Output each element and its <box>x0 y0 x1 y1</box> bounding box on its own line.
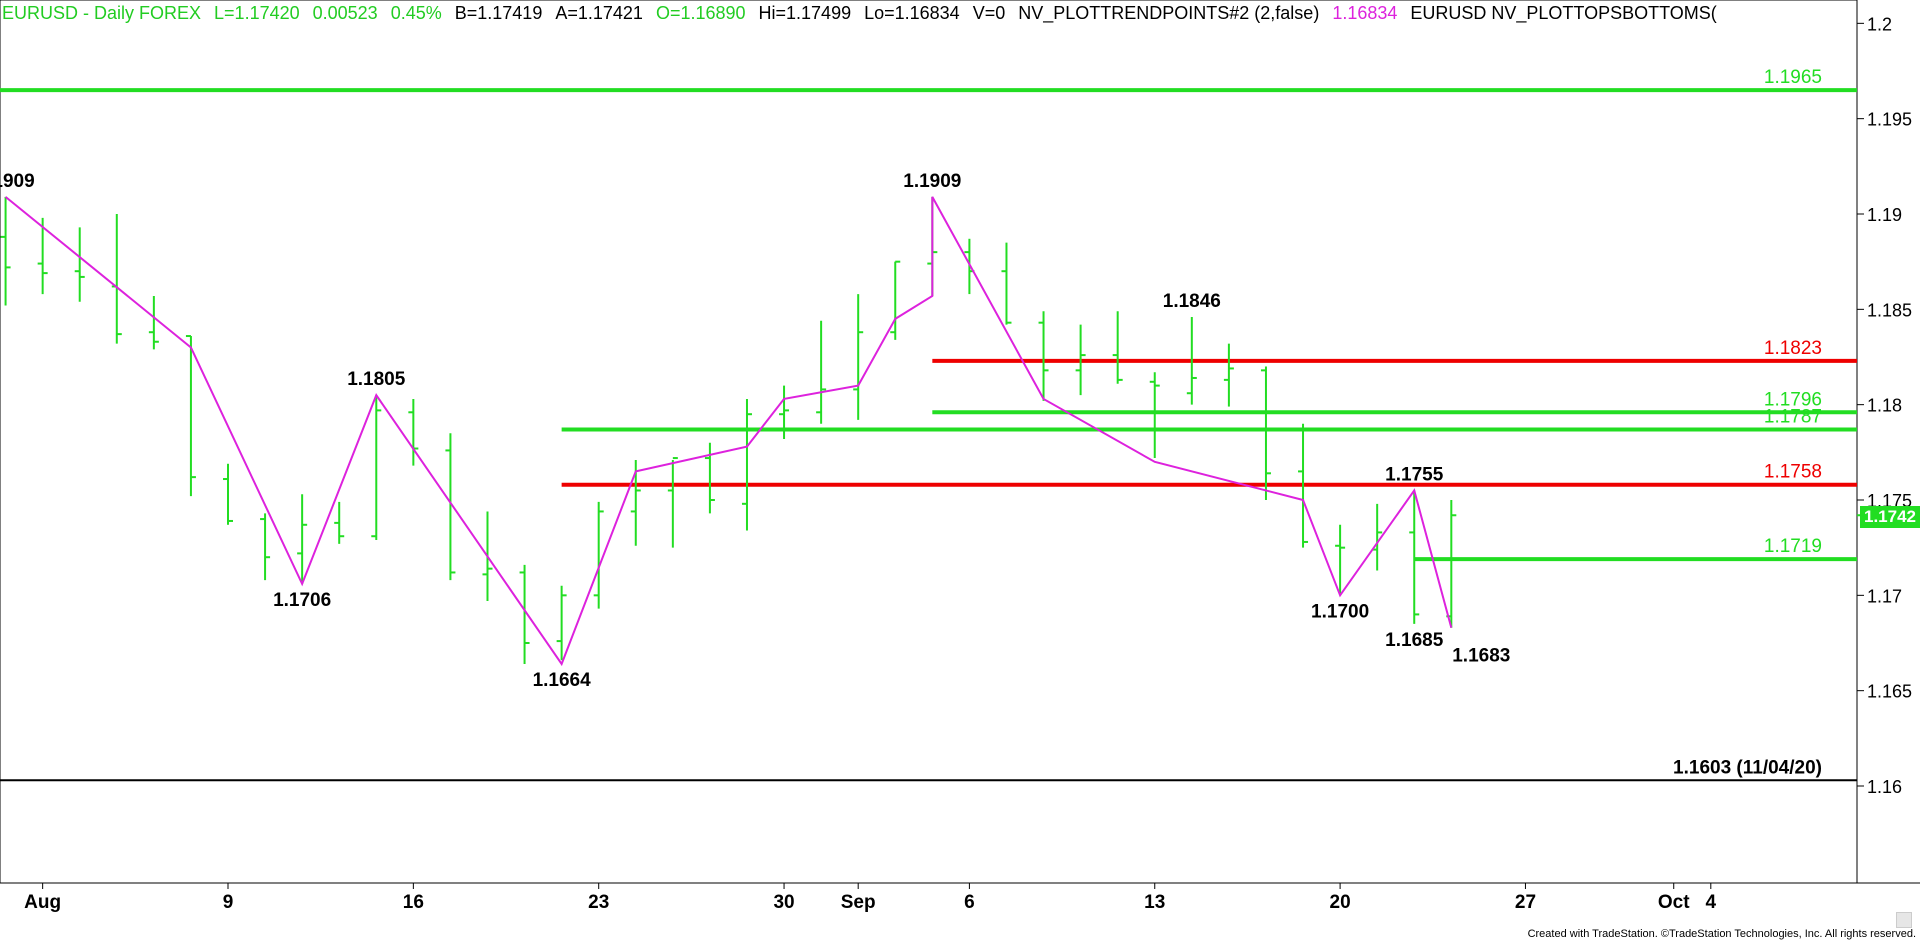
header-open: O=1.16890 <box>655 3 746 23</box>
x-tick-label: Oct <box>1658 892 1690 913</box>
pivot-label: 1.1685 <box>1385 630 1444 651</box>
header-high: Hi=1.17499 <box>758 3 852 23</box>
header-indicator1-value: 1.16834 <box>1332 3 1398 23</box>
x-tick-label: 9 <box>223 892 234 913</box>
x-tick-label: Aug <box>24 892 61 913</box>
pivot-label: 1.1909 <box>0 171 35 192</box>
y-tick-label: 1.18 <box>1867 396 1902 416</box>
footer-credit: Created with TradeStation. ©TradeStation… <box>1527 928 1916 940</box>
pivot-label: 1.1706 <box>273 590 331 611</box>
header-volume: V=0 <box>972 3 1006 23</box>
y-tick-label: 1.165 <box>1867 682 1912 702</box>
y-tick-label: 1.185 <box>1867 300 1912 320</box>
header-last: L=1.17420 <box>214 3 300 23</box>
header-indicator2: EURUSD NV_PLOTTOPSBOTTOMS( <box>1410 3 1717 23</box>
y-tick-label: 1.17 <box>1867 586 1902 606</box>
header-ask: A=1.17421 <box>555 3 643 23</box>
level-label: 1.1603 (11/04/20) <box>1673 757 1822 778</box>
x-tick-label: 23 <box>588 892 609 913</box>
x-tick-label: Sep <box>841 892 876 913</box>
x-tick-label: 27 <box>1515 892 1536 913</box>
y-tick-label: 1.2 <box>1867 14 1892 34</box>
y-tick-label: 1.195 <box>1867 110 1912 130</box>
plot-frame <box>0 0 1858 884</box>
header-low: Lo=1.16834 <box>864 3 960 23</box>
x-tick-label: 16 <box>403 892 424 913</box>
y-tick-label: 1.16 <box>1867 777 1902 797</box>
pivot-label: 1.1700 <box>1311 601 1369 622</box>
pivot-label: 1.1805 <box>347 369 406 390</box>
pivot-label: 1.1664 <box>533 670 592 691</box>
header-change: 0.00523 <box>312 3 378 23</box>
pivot-label: 1.1909 <box>903 171 961 192</box>
header-change-pct: 0.45% <box>390 3 442 23</box>
x-tick-label: 4 <box>1706 892 1717 913</box>
scroll-thumb[interactable] <box>1896 912 1912 928</box>
pivot-label: 1.1755 <box>1385 464 1444 485</box>
x-tick-label: 30 <box>773 892 794 913</box>
level-label: 1.1965 <box>1764 67 1822 88</box>
x-tick-label: 20 <box>1330 892 1351 913</box>
level-label: 1.1787 <box>1764 406 1822 427</box>
header-bid: B=1.17419 <box>454 3 543 23</box>
level-label: 1.1719 <box>1764 536 1822 557</box>
chart-header: EURUSD - Daily FOREX L=1.17420 0.00523 0.45… <box>2 3 1730 24</box>
level-label: 1.1823 <box>1764 338 1822 359</box>
x-tick-label: 13 <box>1144 892 1165 913</box>
trend-line <box>4 196 1453 667</box>
y-tick-label: 1.19 <box>1867 205 1902 225</box>
header-symbol: EURUSD - Daily FOREX <box>2 3 202 23</box>
level-label: 1.1796 <box>1764 389 1822 410</box>
last-price-tag: 1.1742 <box>1860 506 1920 528</box>
x-tick-label: 6 <box>964 892 975 913</box>
pivot-label: 1.1683 <box>1452 646 1510 667</box>
header-indicator1: NV_PLOTTRENDPOINTS#2 (2,false) <box>1018 3 1320 23</box>
pivot-label: 1.1846 <box>1163 291 1221 312</box>
level-label: 1.1758 <box>1764 462 1822 483</box>
